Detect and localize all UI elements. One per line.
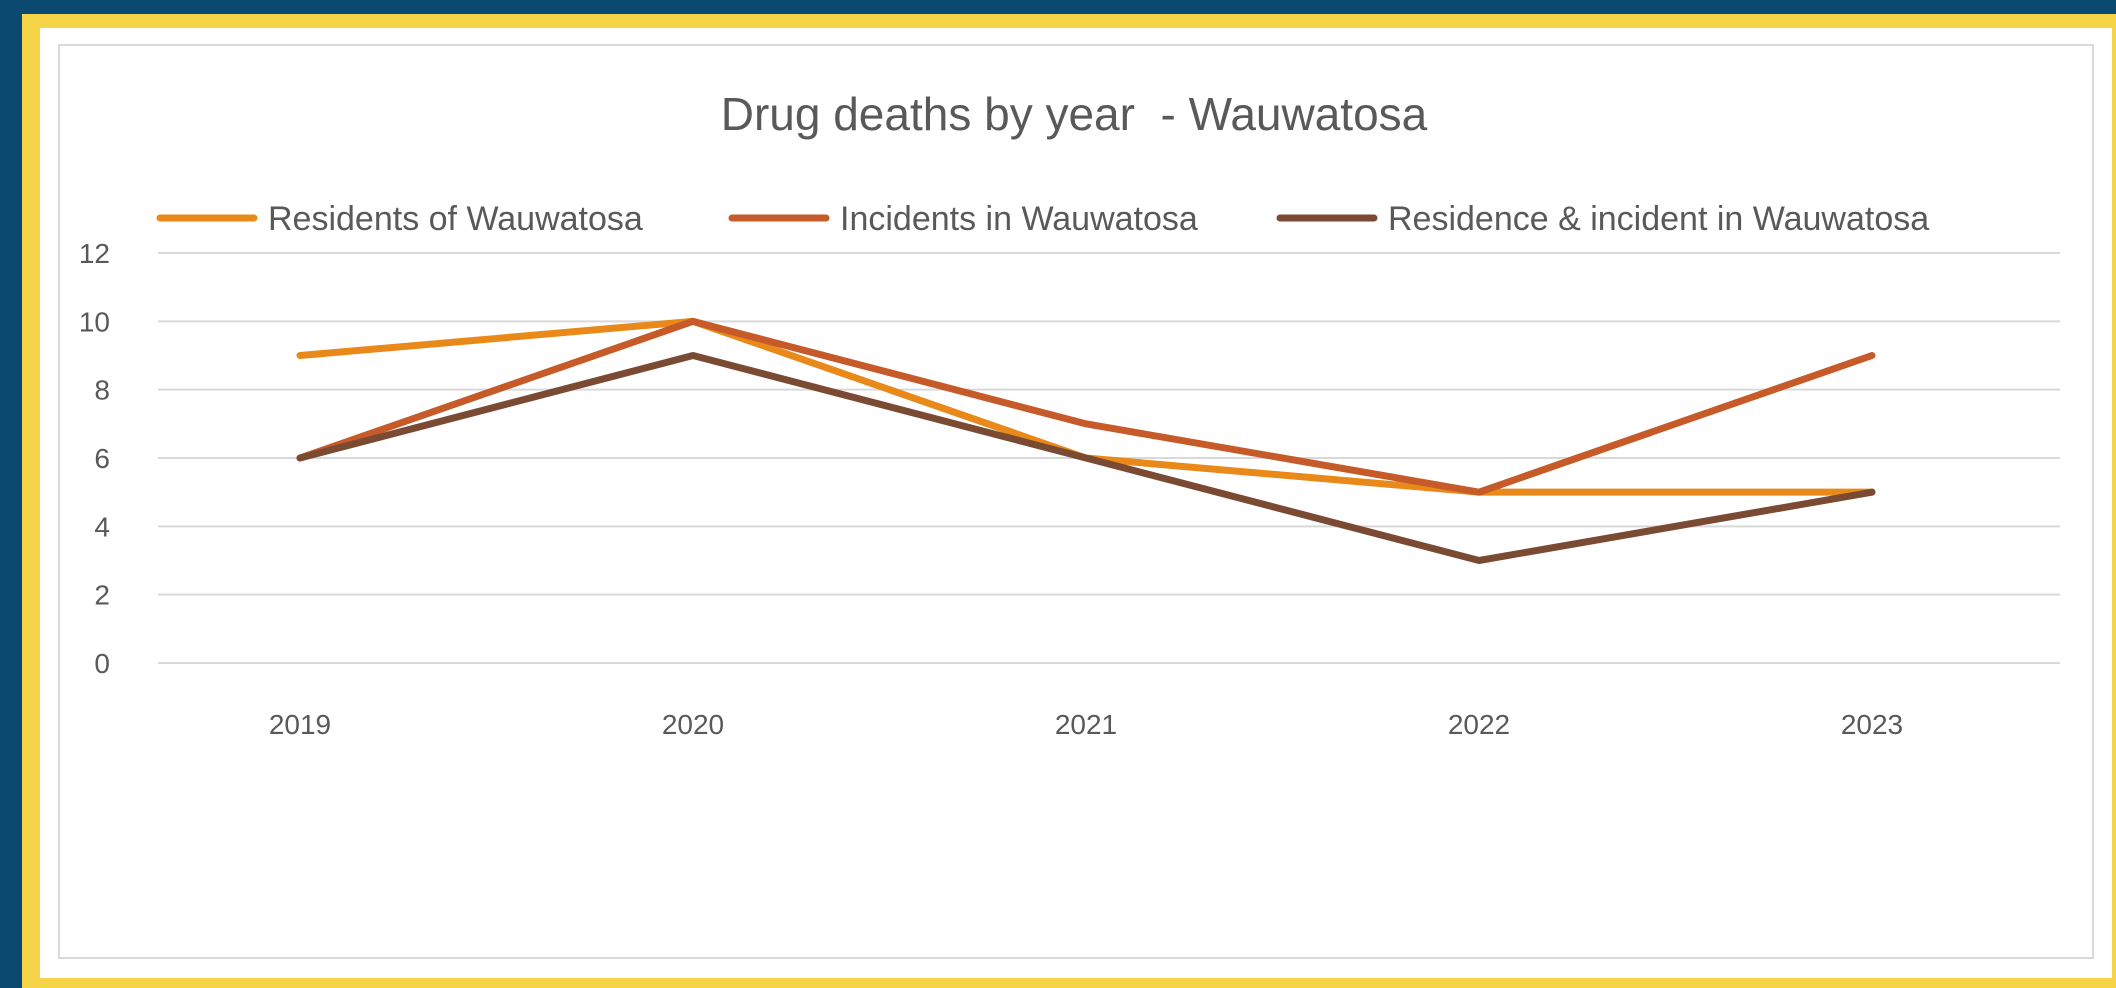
y-axis-tick-labels: 0 2 4 6 8 10 12 — [79, 238, 110, 679]
y-tick-label: 4 — [94, 511, 110, 542]
legend-label-1: Residents of Wauwatosa — [268, 200, 643, 238]
line-chart: Drug deaths by year - Wauwatosa Resident… — [79, 88, 2060, 740]
series-line-1 — [296, 317, 1876, 496]
y-tick-label: 6 — [94, 443, 110, 474]
x-tick-label: 2020 — [662, 709, 724, 740]
chart-title: Drug deaths by year - Wauwatosa — [721, 88, 1428, 140]
frame-left-strip — [0, 0, 22, 988]
y-tick-label: 2 — [94, 580, 110, 611]
legend-label-3: Residence & incident in Wauwatosa — [1388, 200, 1929, 238]
y-tick-label: 0 — [94, 648, 110, 679]
x-axis-tick-labels: 2019 2020 2021 2022 2023 — [269, 709, 1903, 740]
legend: Residents of Wauwatosa Incidents in Wauwa… — [156, 200, 1929, 238]
x-tick-label: 2021 — [1055, 709, 1117, 740]
y-tick-label: 8 — [94, 375, 110, 406]
chart-area: Drug deaths by year - Wauwatosa Resident… — [58, 44, 2094, 959]
x-tick-label: 2022 — [1448, 709, 1510, 740]
series-line-2 — [296, 317, 1876, 496]
legend-label-2: Incidents in Wauwatosa — [840, 200, 1198, 238]
gridlines — [158, 252, 2060, 664]
x-tick-label: 2023 — [1841, 709, 1903, 740]
series-line-3 — [296, 352, 1876, 564]
chart-panel: Drug deaths by year - Wauwatosa Resident… — [40, 28, 2112, 978]
y-tick-label: 12 — [79, 238, 110, 269]
x-tick-label: 2019 — [269, 709, 331, 740]
y-tick-label: 10 — [79, 306, 110, 337]
series-lines — [296, 317, 1876, 564]
